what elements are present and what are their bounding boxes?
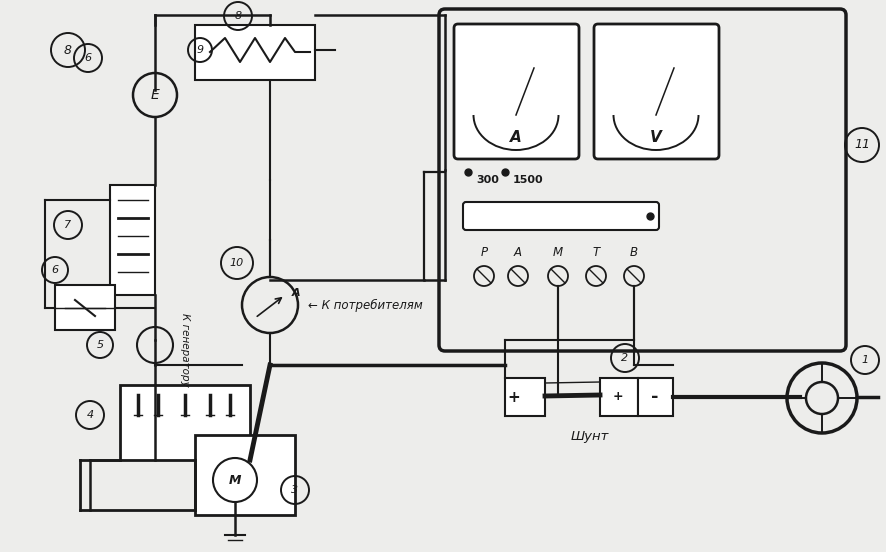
- FancyBboxPatch shape: [454, 24, 579, 159]
- Text: 11: 11: [854, 139, 870, 151]
- Text: P: P: [480, 247, 487, 259]
- Text: V: V: [650, 130, 662, 146]
- FancyBboxPatch shape: [439, 9, 846, 351]
- Text: 5: 5: [97, 340, 104, 350]
- Text: -: -: [651, 388, 659, 406]
- Text: T: T: [593, 247, 600, 259]
- Bar: [110, 185, 155, 295]
- FancyBboxPatch shape: [463, 202, 659, 230]
- Bar: [55, 285, 115, 330]
- Bar: [195, 25, 315, 80]
- Text: 1500: 1500: [513, 175, 544, 185]
- Text: 9: 9: [197, 45, 204, 55]
- Bar: [120, 385, 250, 460]
- Text: 6: 6: [84, 53, 91, 63]
- Text: +: +: [613, 390, 624, 404]
- Text: Е: Е: [151, 88, 159, 102]
- Text: 7: 7: [65, 220, 72, 230]
- Text: ← К потребителям: ← К потребителям: [308, 299, 423, 311]
- Text: К генератору: К генератору: [180, 313, 190, 387]
- Text: 1: 1: [861, 355, 868, 365]
- Text: 8: 8: [64, 44, 72, 56]
- Text: Шунт: Шунт: [571, 430, 610, 443]
- Text: 3: 3: [291, 485, 299, 495]
- Text: М: М: [229, 474, 241, 486]
- Text: 6: 6: [51, 265, 58, 275]
- Bar: [195, 435, 295, 515]
- Text: +: +: [508, 390, 520, 405]
- Text: 8: 8: [235, 11, 242, 21]
- Text: 10: 10: [229, 258, 245, 268]
- Text: A: A: [510, 130, 522, 146]
- FancyBboxPatch shape: [594, 24, 719, 159]
- Bar: [600, 378, 638, 416]
- Text: 2: 2: [621, 353, 628, 363]
- Text: B: B: [630, 247, 638, 259]
- Text: 300: 300: [476, 175, 499, 185]
- Text: 4: 4: [87, 410, 94, 420]
- Text: M: M: [553, 247, 563, 259]
- Bar: [638, 378, 673, 416]
- Text: A: A: [291, 288, 300, 298]
- Bar: [505, 378, 545, 416]
- Text: A: A: [514, 247, 522, 259]
